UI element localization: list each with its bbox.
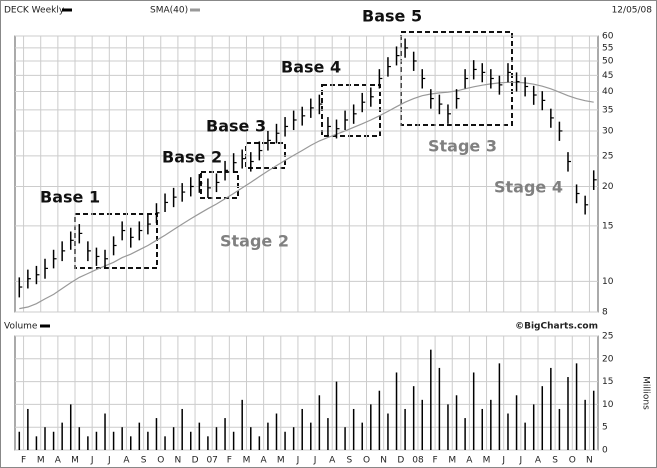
y-tick-label: 35 [602, 105, 613, 115]
legend-sma: SMA(40) [150, 6, 188, 16]
base-box [200, 171, 239, 199]
x-tick-label: J [313, 456, 317, 466]
x-tick-label: J [296, 456, 300, 466]
x-tick-label: D [192, 456, 199, 466]
x-tick-label: A [123, 456, 130, 466]
y-tick-label: 40 [602, 87, 614, 97]
x-tick-label: J [519, 456, 523, 466]
x-tick-label: S [347, 456, 353, 466]
y-tick-label: 5 [602, 423, 608, 433]
x-tick-label: J [90, 456, 94, 466]
x-tick-label: D [397, 456, 404, 466]
x-tick-label: M [37, 456, 45, 466]
x-tick-label: O [363, 456, 370, 466]
annotation: Base 5 [362, 7, 422, 26]
x-tick-label: N [586, 456, 593, 466]
y-tick-label: 25 [602, 332, 613, 342]
annotation: Base 3 [206, 117, 266, 136]
source: ©BigCharts.com [515, 322, 598, 332]
y-tick-label: 20 [602, 182, 614, 192]
y-tick-label: 20 [602, 354, 614, 364]
x-tick-label: M [448, 456, 456, 466]
y-tick-label: 0 [602, 446, 608, 456]
x-tick-label: O [157, 456, 164, 466]
x-tick-label: 07 [206, 456, 217, 466]
x-tick-label: M [243, 456, 251, 466]
x-tick-label: A [261, 456, 268, 466]
x-tick-label: A [535, 456, 542, 466]
x-tick-label: M [71, 456, 79, 466]
y-tick-label: 30 [602, 126, 614, 136]
x-tick-label: N [175, 456, 182, 466]
x-tick-label: A [466, 456, 473, 466]
x-tick-label: F [433, 456, 438, 466]
annotation: Stage 4 [494, 178, 563, 197]
y-tick-label: 10 [602, 277, 614, 287]
y-tick-label: 8 [602, 308, 608, 318]
x-tick-label: M [277, 456, 285, 466]
y-tick-label: 60 [602, 32, 614, 42]
y-tick-label: 15 [602, 377, 613, 387]
x-tick-label: S [552, 456, 558, 466]
x-tick-label: A [329, 456, 336, 466]
x-tick-label: S [141, 456, 147, 466]
y-tick-label: 15 [602, 221, 613, 231]
annotation: Base 1 [40, 188, 100, 207]
x-tick-label: 08 [412, 456, 424, 466]
sma-line [19, 81, 594, 310]
x-tick-label: A [55, 456, 62, 466]
legend-price: DECK Weekly [4, 6, 65, 16]
volume-title: Volume [4, 322, 38, 332]
y-tick-label: 25 [602, 151, 613, 161]
annotation: Stage 2 [220, 232, 289, 251]
base-box [321, 84, 381, 137]
y-tick-label: 50 [602, 56, 614, 66]
y-tick-label: 55 [602, 43, 613, 53]
y-tick-label: 10 [602, 400, 614, 410]
annotation: Stage 3 [428, 137, 497, 156]
x-tick-label: F [21, 456, 26, 466]
date: 12/05/08 [612, 6, 653, 16]
x-tick-label: M [483, 456, 491, 466]
x-tick-label: J [501, 456, 505, 466]
x-tick-label: F [227, 456, 232, 466]
y-tick-label: 45 [602, 71, 613, 81]
annotation: Base 2 [162, 148, 222, 167]
x-tick-label: O [569, 456, 576, 466]
x-tick-label: N [380, 456, 387, 466]
x-tick-label: J [107, 456, 111, 466]
y-axis-label: Millions [641, 376, 651, 410]
annotation: Base 4 [281, 58, 341, 77]
